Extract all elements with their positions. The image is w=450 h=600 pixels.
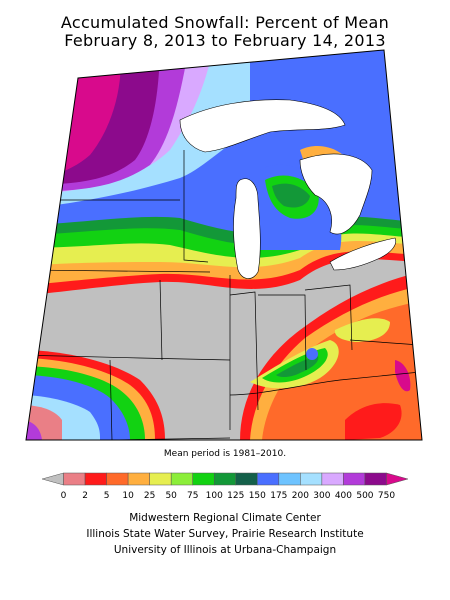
lake-erie xyxy=(329,237,397,271)
credit-line-3: University of Illinois at Urbana-Champai… xyxy=(113,544,337,556)
legend-color-box xyxy=(127,472,150,486)
legend-color-box xyxy=(235,472,258,486)
legend-label: 200 xyxy=(292,491,309,501)
legend-label: 750 xyxy=(378,491,395,501)
map-date-range: February 8, 2013 to February 14, 2013 xyxy=(64,31,386,50)
legend-label: 50 xyxy=(165,491,177,501)
legend-color-box xyxy=(386,472,409,486)
legend-label: 150 xyxy=(249,491,266,501)
legend-color-box xyxy=(257,472,280,486)
legend-label: 400 xyxy=(335,491,352,501)
legend-label: 2 xyxy=(82,491,88,501)
legend-color-box xyxy=(300,472,323,486)
legend-label: 5 xyxy=(104,491,110,501)
mean-period-note: Mean period is 1981–2010. xyxy=(163,449,287,459)
legend-color-box xyxy=(364,472,387,486)
legend-label: 300 xyxy=(313,491,330,501)
legend-label: 10 xyxy=(122,491,134,501)
legend-color-box xyxy=(106,472,129,486)
legend-color-box xyxy=(192,472,215,486)
legend-color-box xyxy=(321,472,344,486)
map-frame xyxy=(25,49,423,441)
credit-line-1: Midwestern Regional Climate Center xyxy=(129,512,321,524)
legend-color-box xyxy=(84,472,107,486)
legend-color-box xyxy=(63,472,86,486)
legend-label: 100 xyxy=(206,491,223,501)
legend-color-box xyxy=(343,472,366,486)
legend-color-box xyxy=(41,472,64,486)
color-legend: 0 2 5 10 25 50 75 100 125 150 175 200 300 400 500 750 xyxy=(41,472,409,501)
legend-color-box xyxy=(170,472,193,486)
legend-color-box xyxy=(213,472,237,486)
legend-label: 175 xyxy=(270,491,287,501)
legend-color-box xyxy=(149,472,172,486)
map-title: Accumulated Snowfall: Percent of Mean xyxy=(60,13,390,32)
lake-superior xyxy=(179,99,346,153)
lake-huron xyxy=(299,153,373,235)
legend-label: 0 xyxy=(61,491,67,501)
legend-label: 25 xyxy=(144,491,155,501)
legend-label: 125 xyxy=(227,491,244,501)
legend-label: 500 xyxy=(356,491,373,501)
legend-label: 75 xyxy=(187,491,198,501)
lake-michigan xyxy=(233,178,261,279)
legend-color-box xyxy=(278,472,301,486)
credit-line-2: Illinois State Water Survey, Prairie Res… xyxy=(86,528,364,540)
